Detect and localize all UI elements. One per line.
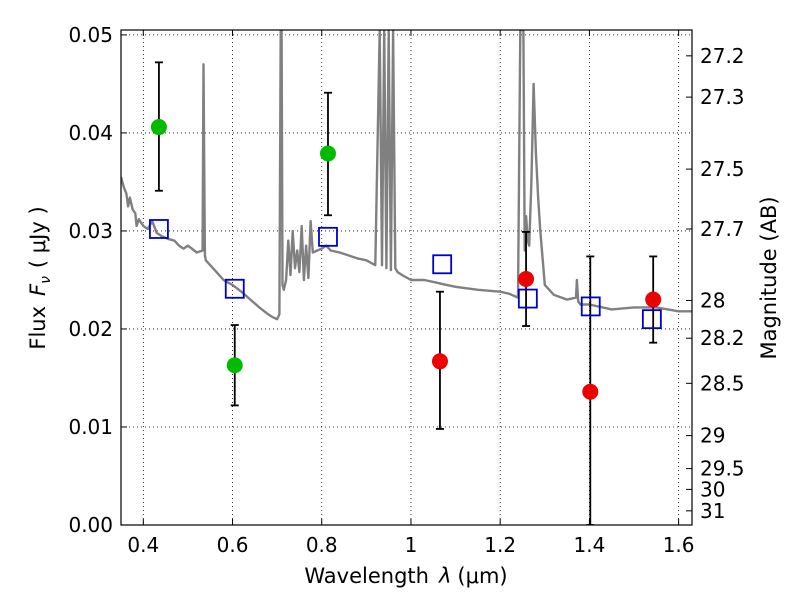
green-data-point: [150, 119, 167, 136]
ticks: 0.4 0.6 0.8 1 1.2 1.4 1.6 0.00 0.01 0.02 0.03 0.04 0…: [68, 23, 744, 557]
y2-tick-label: 28: [700, 288, 725, 312]
model-photometry-square: [517, 288, 538, 309]
y2-tick-label: 31: [700, 499, 725, 523]
x-tick-label: 1.6: [663, 533, 695, 557]
y-tick-label: 0.00: [68, 513, 113, 537]
red-data-point: [431, 353, 448, 370]
model-photometry-square: [224, 278, 245, 299]
model-photometry-square: [641, 309, 662, 330]
plot-frame: [120, 29, 693, 526]
y2-axis-label: Magnitude (AB): [757, 196, 781, 359]
y2-tick-label: 30: [700, 477, 725, 501]
red-data-point: [645, 291, 662, 308]
model-photometry-square: [318, 226, 338, 247]
model-photometry-square: [580, 296, 601, 317]
y2-tick-label: 27.7: [700, 217, 745, 241]
y-tick-label: 0.03: [68, 219, 113, 243]
x-tick-label: 0.4: [127, 533, 159, 557]
x-tick-label: 0.8: [306, 533, 338, 557]
x-tick-label: 1.2: [484, 533, 516, 557]
green-data-point: [319, 145, 336, 162]
y2-tick-label: 27.5: [700, 157, 745, 181]
x-tick-label: 0.6: [217, 533, 249, 557]
y2-tick-label: 29: [700, 424, 725, 448]
y2-tick-label: 28.5: [700, 371, 745, 395]
red-data-point: [518, 270, 535, 287]
x-axis-label: Wavelength λ (μm): [304, 564, 507, 588]
y-axis-label: FluxFν( μJy ): [26, 206, 54, 349]
x-tick-label: 1.4: [573, 533, 605, 557]
y2-tick-label: 29.5: [700, 457, 745, 481]
red-data-point: [582, 383, 599, 400]
y2-tick-label: 28.2: [700, 326, 745, 350]
y2-tick-label: 27.3: [700, 85, 745, 109]
y-tick-label: 0.05: [68, 23, 113, 47]
y2-tick-label: 27.2: [700, 44, 745, 68]
model-photometry-square: [432, 254, 453, 275]
series-layer: [121, 30, 692, 525]
model-spectrum-line: [121, 30, 692, 321]
y-tick-label: 0.02: [68, 317, 113, 341]
x-tick-label: 1: [405, 533, 418, 557]
y-tick-label: 0.04: [68, 121, 113, 145]
y-tick-label: 0.01: [68, 415, 113, 439]
green-data-point: [226, 357, 243, 374]
model-photometry-square: [149, 219, 169, 239]
